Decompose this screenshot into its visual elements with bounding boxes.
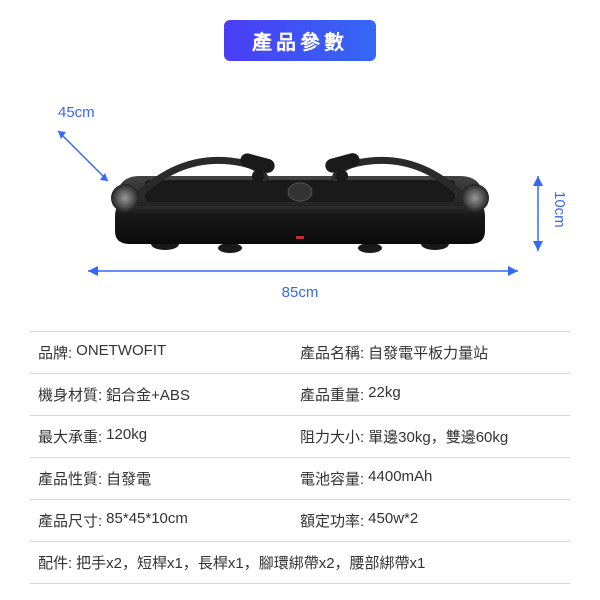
spec-value: 把手x2，短桿x1，長桿x1，腳環綁帶x2，腰部綁帶x1 <box>76 552 425 573</box>
spec-label: 機身材質: <box>38 384 102 405</box>
spec-row: 機身材質:鋁合金+ABS 產品重量:22kg <box>30 373 570 415</box>
spec-label: 最大承重: <box>38 426 102 447</box>
spec-label: 產品尺寸: <box>38 510 102 531</box>
spec-value: 4400mAh <box>368 468 432 489</box>
title-badge: 產品參數 <box>224 20 376 61</box>
spec-value: 單邊30kg，雙邊60kg <box>368 426 508 447</box>
spec-value: 自發電平板力量站 <box>368 342 488 363</box>
spec-value: 鋁合金+ABS <box>106 384 190 405</box>
dimension-arrows <box>40 76 560 311</box>
spec-label: 產品名稱: <box>300 342 364 363</box>
spec-label: 電池容量: <box>300 468 364 489</box>
spec-value: 450w*2 <box>368 510 418 531</box>
spec-row: 最大承重:120kg 阻力大小:單邊30kg，雙邊60kg <box>30 415 570 457</box>
spec-value: 85*45*10cm <box>106 510 188 531</box>
spec-label: 額定功率: <box>300 510 364 531</box>
spec-label: 產品重量: <box>300 384 364 405</box>
spec-label: 配件: <box>38 552 72 573</box>
spec-label: 阻力大小: <box>300 426 364 447</box>
spec-row: 品牌:ONETWOFIT 產品名稱:自發電平板力量站 <box>30 331 570 373</box>
spec-label: 品牌: <box>38 342 72 363</box>
spec-value: 22kg <box>368 384 401 405</box>
spec-row-accessories: 配件:把手x2，短桿x1，長桿x1，腳環綁帶x2，腰部綁帶x1 <box>30 541 570 584</box>
spec-row: 產品尺寸:85*45*10cm 額定功率:450w*2 <box>30 499 570 541</box>
spec-value: 自發電 <box>106 468 151 489</box>
product-diagram: 45cm 10cm 85cm <box>40 76 560 311</box>
spec-value: 120kg <box>106 426 147 447</box>
spec-label: 產品性質: <box>38 468 102 489</box>
header: 產品參數 <box>0 0 600 76</box>
spec-row: 產品性質:自發電 電池容量:4400mAh <box>30 457 570 499</box>
spec-value: ONETWOFIT <box>76 342 166 363</box>
specs-table: 品牌:ONETWOFIT 產品名稱:自發電平板力量站 機身材質:鋁合金+ABS … <box>30 331 570 584</box>
